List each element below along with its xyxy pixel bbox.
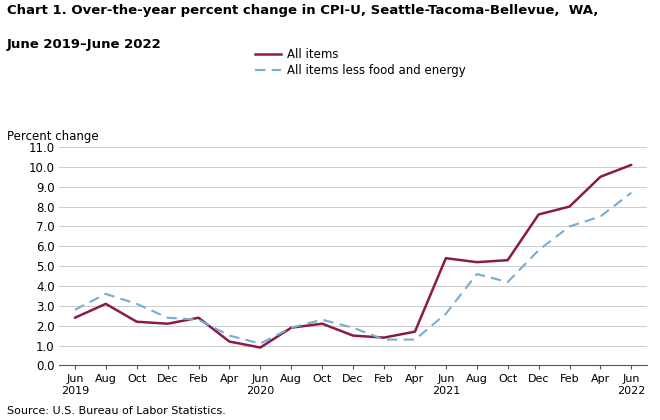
All items less food and energy — [102, 291, 110, 297]
All items — [318, 321, 326, 326]
All items — [380, 335, 388, 340]
All items less food and energy — [535, 248, 543, 253]
All items less food and energy — [71, 307, 79, 312]
All items — [349, 333, 357, 338]
All items — [256, 345, 264, 350]
Text: Source: U.S. Bureau of Labor Statistics.: Source: U.S. Bureau of Labor Statistics. — [7, 406, 226, 416]
All items less food and energy — [411, 337, 419, 342]
All items — [195, 315, 203, 320]
All items — [226, 339, 234, 344]
All items less food and energy — [164, 315, 172, 320]
All items less food and energy — [566, 224, 574, 229]
All items less food and energy — [349, 325, 357, 330]
All items less food and energy — [442, 311, 450, 316]
Text: Percent change: Percent change — [7, 130, 98, 143]
All items — [411, 329, 419, 334]
Line: All items less food and energy: All items less food and energy — [75, 193, 632, 344]
All items — [597, 174, 605, 179]
All items — [442, 256, 450, 261]
All items less food and energy — [473, 272, 480, 277]
All items less food and energy — [226, 333, 234, 338]
Legend: All items, All items less food and energy: All items, All items less food and energ… — [250, 44, 470, 81]
All items less food and energy — [597, 214, 605, 219]
All items less food and energy — [287, 325, 295, 330]
All items — [102, 301, 110, 306]
All items — [566, 204, 574, 209]
All items — [504, 257, 512, 262]
Text: June 2019–June 2022: June 2019–June 2022 — [7, 38, 161, 51]
Text: Chart 1. Over-the-year percent change in CPI-U, Seattle-Tacoma-Bellevue,  WA,: Chart 1. Over-the-year percent change in… — [7, 4, 598, 17]
All items less food and energy — [380, 337, 388, 342]
All items — [133, 319, 141, 324]
All items — [71, 315, 79, 320]
All items — [287, 325, 295, 330]
All items less food and energy — [318, 317, 326, 322]
All items less food and energy — [256, 341, 264, 346]
All items less food and energy — [628, 190, 636, 195]
All items — [164, 321, 172, 326]
All items — [473, 260, 480, 265]
All items less food and energy — [195, 317, 203, 322]
All items less food and energy — [133, 301, 141, 306]
All items — [628, 163, 636, 168]
All items less food and energy — [504, 279, 512, 284]
All items — [535, 212, 543, 217]
Line: All items: All items — [75, 165, 632, 347]
